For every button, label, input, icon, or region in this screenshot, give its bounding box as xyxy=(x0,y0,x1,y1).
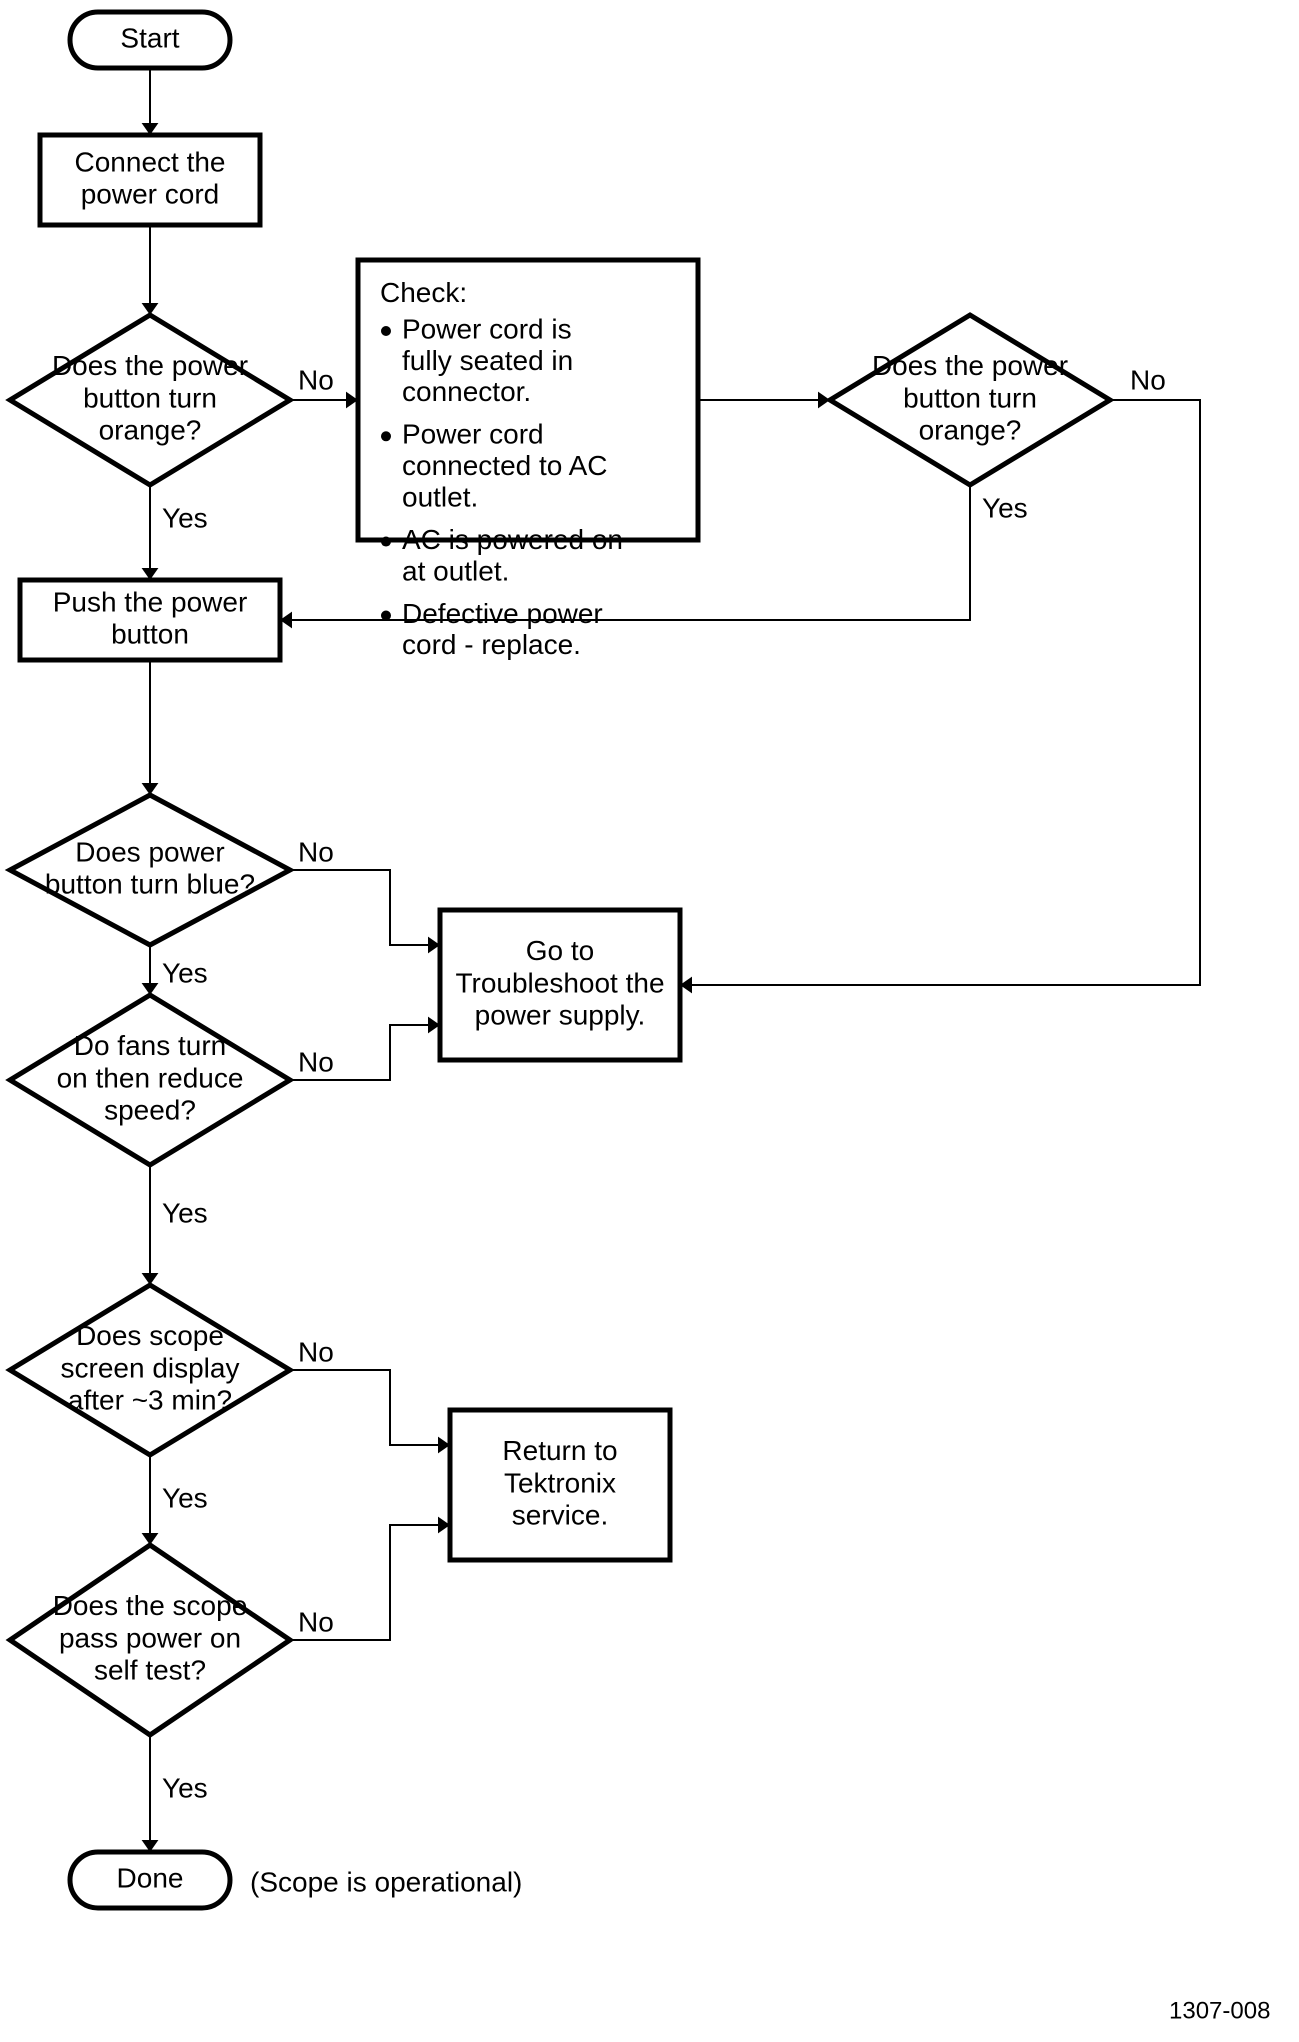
edge-label: No xyxy=(298,1336,334,1367)
node-q_orange: Does the powerbutton turnorange? xyxy=(10,315,290,485)
svg-text:self test?: self test? xyxy=(94,1655,206,1686)
svg-text:connected to AC: connected to AC xyxy=(402,450,607,481)
edge-label: Yes xyxy=(162,957,208,988)
edge-q_blue-q_fans xyxy=(142,945,159,995)
svg-text:pass power on: pass power on xyxy=(59,1622,241,1653)
edge-q_orange2-trouble xyxy=(680,400,1200,993)
svg-text:orange?: orange? xyxy=(99,415,202,446)
edge-label: Yes xyxy=(162,1772,208,1803)
svg-text:AC is powered on: AC is powered on xyxy=(402,524,623,555)
node-trouble: Go toTroubleshoot thepower supply. xyxy=(440,910,680,1060)
edge-label: Yes xyxy=(162,1482,208,1513)
node-return: Return toTektronixservice. xyxy=(450,1410,670,1560)
edge-label: No xyxy=(298,364,334,395)
svg-text:cord - replace.: cord - replace. xyxy=(402,629,581,660)
edge-q_fans-q_scope xyxy=(142,1165,159,1285)
node-check: Check:Power cord isfully seated inconnec… xyxy=(358,260,698,660)
svg-text:Return to: Return to xyxy=(502,1435,617,1466)
edge-label: Yes xyxy=(162,502,208,533)
figure-id: 1307-008 xyxy=(1169,1997,1270,2024)
edge-label: No xyxy=(298,836,334,867)
svg-text:button turn blue?: button turn blue? xyxy=(45,868,255,899)
edge-q_orange-push xyxy=(142,485,159,580)
svg-text:Does scope: Does scope xyxy=(76,1320,224,1351)
svg-text:Power cord: Power cord xyxy=(402,419,544,450)
svg-text:Troubleshoot the: Troubleshoot the xyxy=(455,967,664,998)
svg-text:connector.: connector. xyxy=(402,376,531,407)
node-done: Done xyxy=(70,1852,230,1908)
edge-q_self-done xyxy=(142,1735,159,1852)
svg-text:Defective power: Defective power xyxy=(402,598,603,629)
node-push: Push the powerbutton xyxy=(20,580,280,660)
node-q_fans: Do fans turnon then reducespeed? xyxy=(10,995,290,1165)
svg-text:Check:: Check: xyxy=(380,277,467,308)
svg-text:Do fans turn: Do fans turn xyxy=(74,1030,227,1061)
svg-text:Start: Start xyxy=(120,22,179,53)
edge-check-q_orange2 xyxy=(698,392,830,409)
edge-label: Yes xyxy=(162,1197,208,1228)
svg-text:on then reduce: on then reduce xyxy=(57,1062,244,1093)
svg-text:orange?: orange? xyxy=(919,415,1022,446)
svg-text:power cord: power cord xyxy=(81,178,220,209)
edge-label: No xyxy=(298,1606,334,1637)
svg-text:power supply.: power supply. xyxy=(475,1000,646,1031)
svg-text:Done: Done xyxy=(117,1862,184,1893)
svg-text:Connect the: Connect the xyxy=(75,146,226,177)
svg-text:speed?: speed? xyxy=(104,1095,196,1126)
edge-label: No xyxy=(1130,364,1166,395)
svg-text:Go to: Go to xyxy=(526,935,594,966)
edge-connect-q_orange xyxy=(142,225,159,315)
svg-text:service.: service. xyxy=(512,1500,608,1531)
svg-text:screen display: screen display xyxy=(61,1352,240,1383)
svg-text:Does the power: Does the power xyxy=(872,350,1068,381)
svg-text:Does power: Does power xyxy=(75,836,224,867)
svg-text:button turn: button turn xyxy=(903,382,1037,413)
svg-text:button turn: button turn xyxy=(83,382,217,413)
flowchart: Start Connect thepower cord Does the power… xyxy=(0,0,1299,2042)
svg-text:Does the power: Does the power xyxy=(52,350,248,381)
svg-text:at outlet.: at outlet. xyxy=(402,555,509,586)
edge-label: No xyxy=(298,1046,334,1077)
edge-q_scope-q_self xyxy=(142,1455,159,1545)
svg-text:Tektronix: Tektronix xyxy=(504,1467,616,1498)
node-connect: Connect thepower cord xyxy=(40,135,260,225)
labels-layer: No Yes No Yes No Yes No Yes No Yes No Yes xyxy=(162,364,1166,1803)
edge-start-connect xyxy=(142,68,159,135)
edge-label: Yes xyxy=(982,492,1028,523)
svg-text:button: button xyxy=(111,618,189,649)
svg-text:fully seated in: fully seated in xyxy=(402,345,573,376)
node-q_orange2: Does the powerbutton turnorange? xyxy=(830,315,1110,485)
svg-text:Power cord is: Power cord is xyxy=(402,313,572,344)
node-start: Start xyxy=(70,12,230,68)
node-q_blue: Does powerbutton turn blue? xyxy=(10,795,290,945)
node-q_self: Does the scopepass power onself test? xyxy=(10,1545,290,1735)
done-annotation: (Scope is operational) xyxy=(250,1866,522,1897)
edge-push-q_blue xyxy=(142,660,159,795)
node-q_scope: Does scopescreen displayafter ~3 min? xyxy=(10,1285,290,1455)
edge-q_blue-trouble xyxy=(290,870,440,953)
svg-text:after ~3 min?: after ~3 min? xyxy=(68,1385,232,1416)
svg-text:outlet.: outlet. xyxy=(402,481,478,512)
svg-text:Does the scope: Does the scope xyxy=(53,1590,248,1621)
edge-q_scope-return xyxy=(290,1370,450,1453)
svg-text:Push the power: Push the power xyxy=(53,586,248,617)
